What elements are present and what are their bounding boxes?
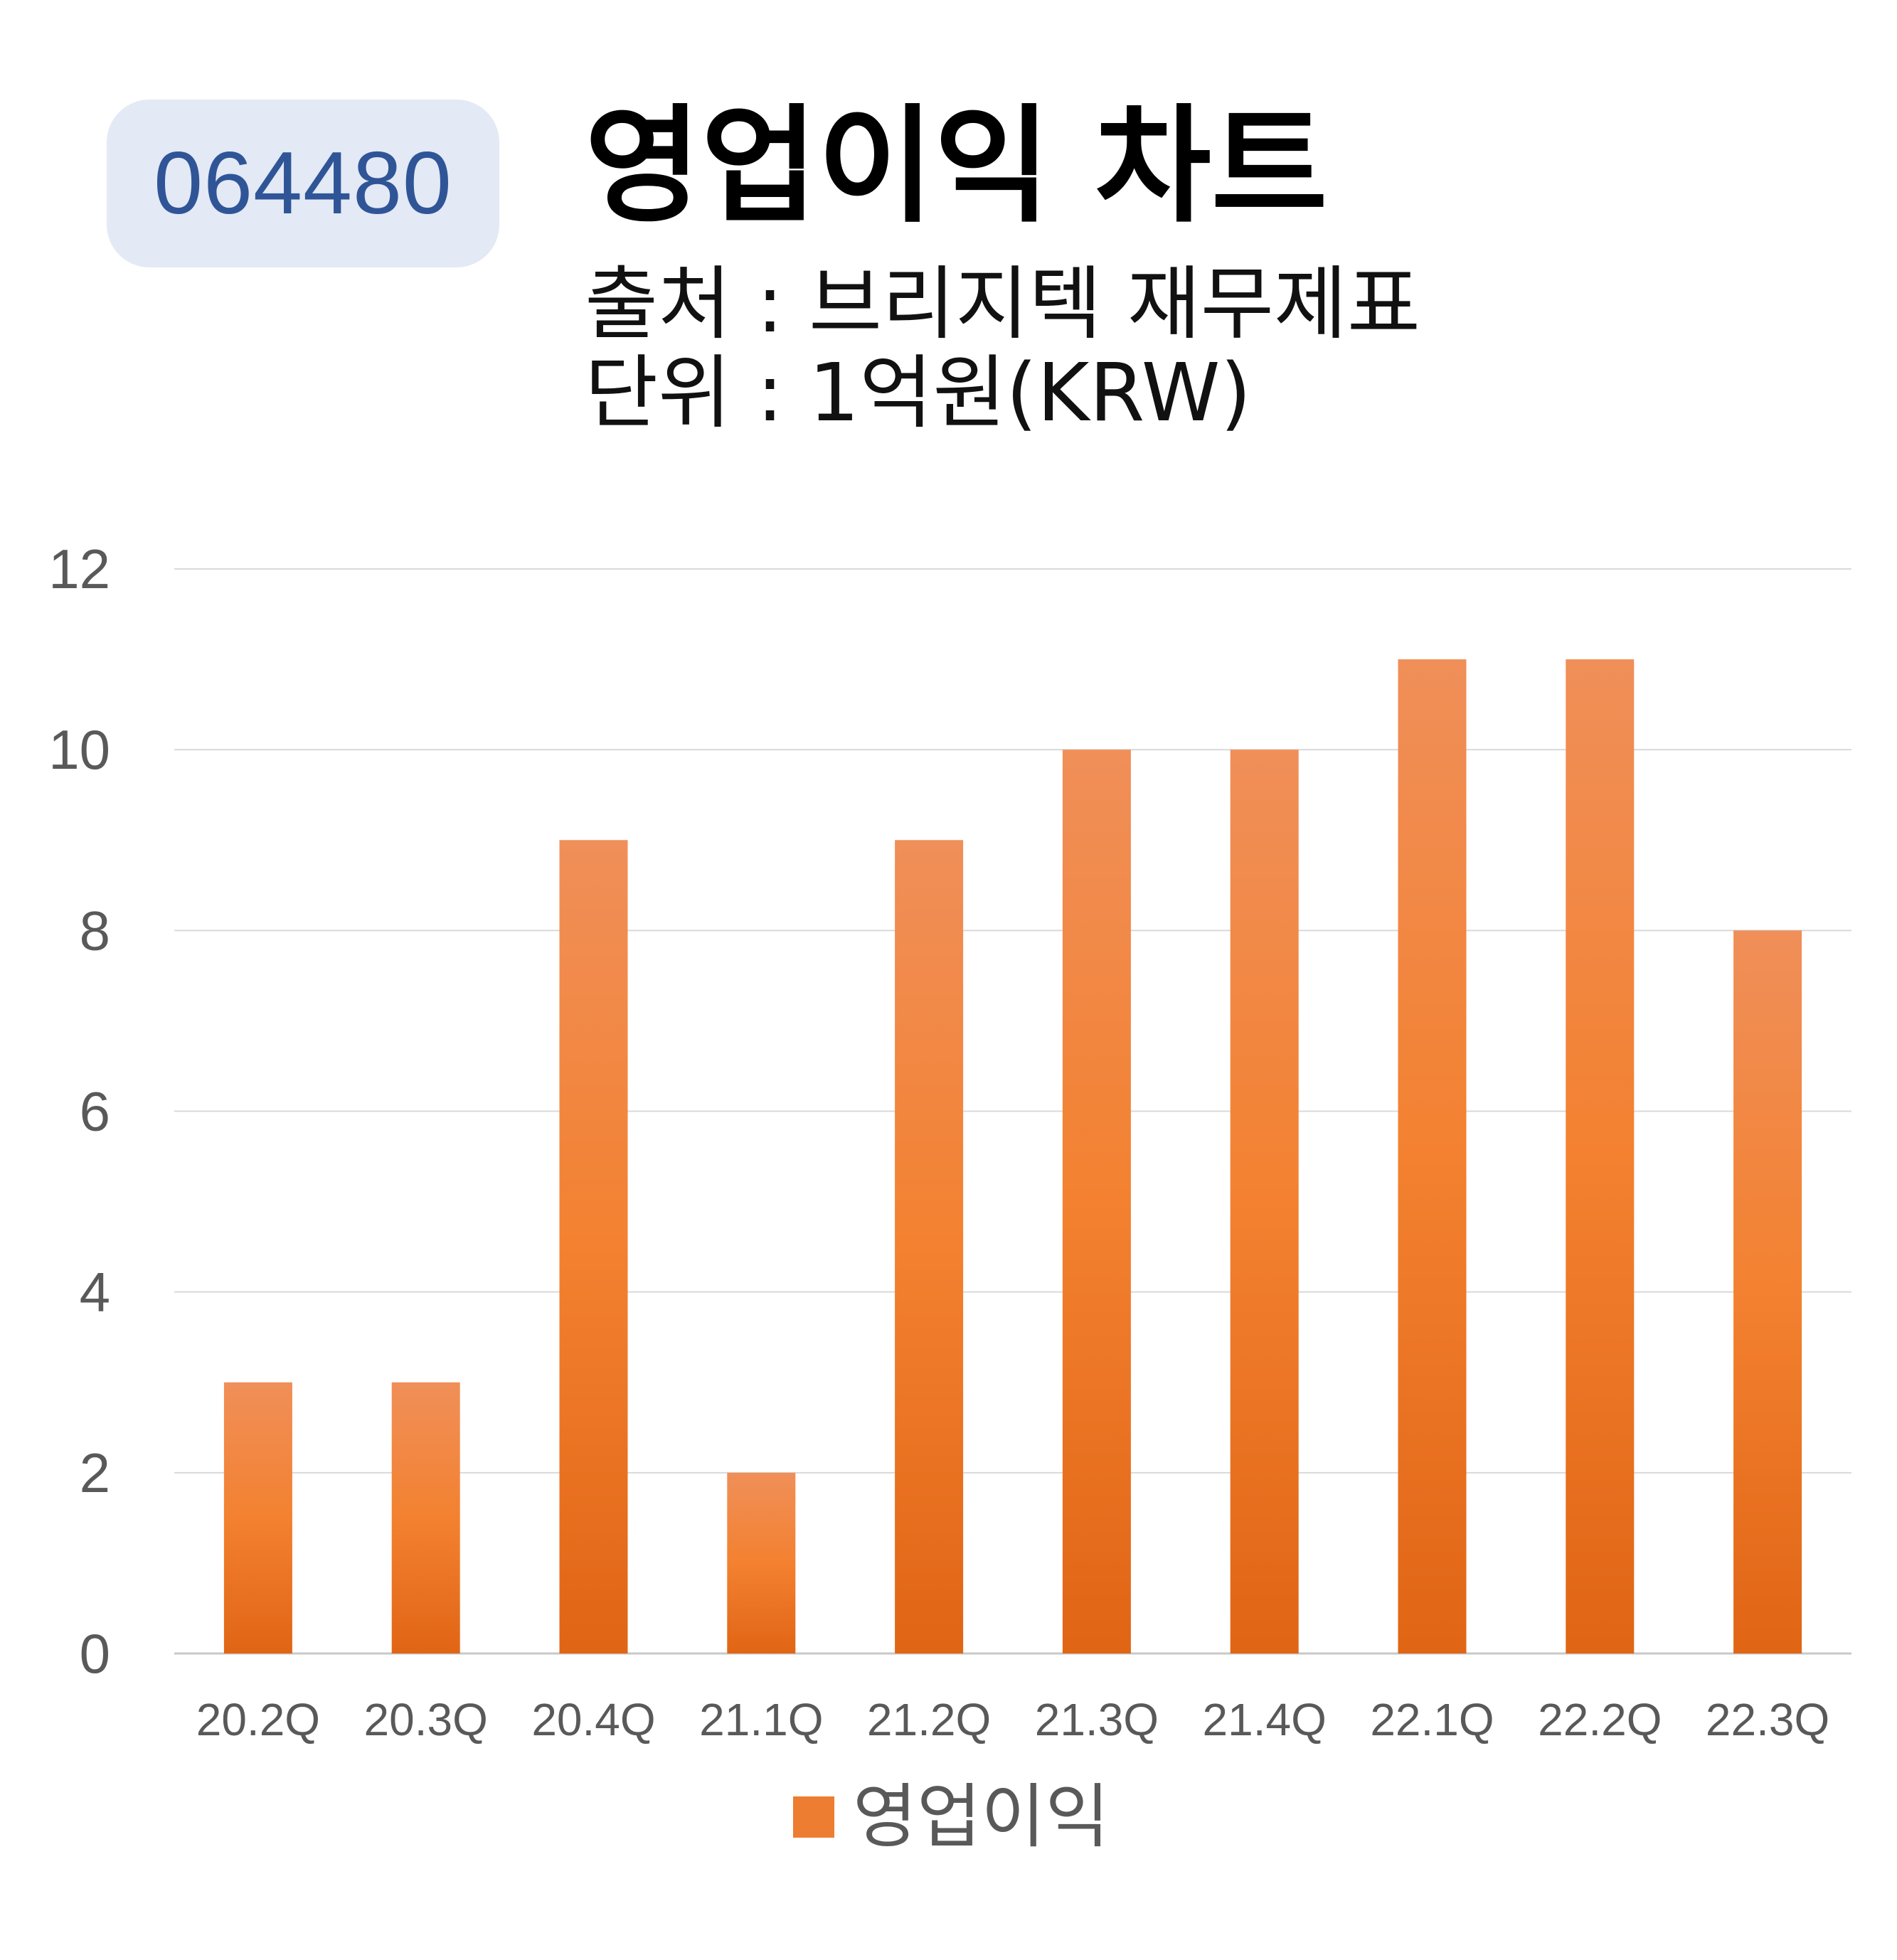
bar-21.3Q <box>1062 750 1131 1653</box>
x-tick-label: 20.4Q <box>531 1694 655 1745</box>
y-tick-label: 12 <box>48 538 110 600</box>
ticker-code: 064480 <box>154 134 452 233</box>
x-tick-label: 21.3Q <box>1035 1694 1159 1745</box>
y-tick-label: 6 <box>80 1080 110 1143</box>
chart-title: 영업이익 차트 <box>585 92 1328 240</box>
source-line: 출처 : 브리지텍 재무제표 <box>585 258 1420 351</box>
y-tick-label: 10 <box>48 718 110 781</box>
y-tick-label: 2 <box>80 1442 110 1504</box>
x-tick-label: 22.3Q <box>1706 1694 1829 1745</box>
bar-22.3Q <box>1733 930 1802 1653</box>
y-axis-ticks: 0 2 4 6 8 10 12 <box>48 538 110 1685</box>
legend-label: 영업이익 <box>853 1777 1110 1858</box>
bar-21.2Q <box>895 840 964 1653</box>
bar-22.1Q <box>1398 659 1467 1654</box>
x-tick-label: 21.1Q <box>699 1694 823 1745</box>
bar-21.1Q <box>727 1472 796 1653</box>
y-tick-label: 0 <box>80 1622 110 1685</box>
bar-20.3Q <box>391 1382 460 1653</box>
bars <box>223 659 1802 1654</box>
x-tick-label: 20.2Q <box>196 1694 320 1745</box>
legend-swatch <box>793 1796 834 1838</box>
unit-line: 단위 : 1억원(KRW) <box>585 347 1252 440</box>
x-axis-ticks: 20.2Q 20.3Q 20.4Q 21.1Q 21.2Q 21.3Q 21.4Q 22.1Q… <box>196 1694 1830 1745</box>
bar-20.4Q <box>559 840 628 1653</box>
x-tick-label: 21.2Q <box>867 1694 991 1745</box>
x-tick-label: 20.3Q <box>364 1694 488 1745</box>
y-tick-label: 4 <box>80 1261 110 1323</box>
bar-21.4Q <box>1230 750 1299 1653</box>
bar-20.2Q <box>223 1382 292 1653</box>
x-tick-label: 22.2Q <box>1538 1694 1662 1745</box>
legend: 영업이익 <box>793 1778 1110 1856</box>
x-tick-label: 22.1Q <box>1370 1694 1494 1745</box>
y-tick-label: 8 <box>80 899 110 962</box>
ticker-badge: 064480 <box>107 100 499 267</box>
bar-22.2Q <box>1566 659 1635 1654</box>
x-tick-label: 21.4Q <box>1203 1694 1327 1745</box>
